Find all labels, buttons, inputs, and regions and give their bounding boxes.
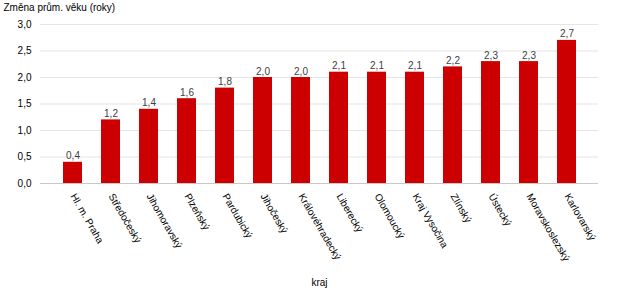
svg-text:Moravskoslezský: Moravskoslezský	[524, 192, 572, 263]
svg-text:Hl. m. Praha: Hl. m. Praha	[68, 192, 106, 246]
svg-text:1,6: 1,6	[180, 87, 194, 98]
svg-text:Pardubický: Pardubický	[220, 192, 254, 240]
svg-text:3,0: 3,0	[18, 19, 32, 30]
svg-text:Plzeňský: Plzeňský	[182, 192, 212, 232]
svg-text:1,0: 1,0	[18, 125, 32, 136]
svg-text:2,3: 2,3	[522, 50, 536, 61]
svg-text:Středočeský: Středočeský	[106, 192, 143, 245]
svg-text:1,5: 1,5	[18, 98, 32, 109]
svg-text:2,1: 2,1	[332, 60, 346, 71]
svg-text:2,7: 2,7	[560, 28, 574, 39]
svg-text:1,2: 1,2	[104, 108, 118, 119]
svg-text:Ústecký: Ústecký	[486, 191, 514, 228]
svg-text:1,4: 1,4	[142, 97, 156, 108]
svg-text:Změna prům. věku (roky): Změna prům. věku (roky)	[4, 2, 116, 13]
svg-text:Jihomoravský: Jihomoravský	[144, 192, 184, 250]
svg-text:2,1: 2,1	[408, 60, 422, 71]
svg-text:0,5: 0,5	[18, 151, 32, 162]
svg-text:Karlovarský: Karlovarský	[562, 192, 598, 243]
svg-text:Královéhradecký: Královéhradecký	[296, 192, 343, 262]
svg-text:1,8: 1,8	[218, 76, 232, 87]
svg-text:2,0: 2,0	[294, 66, 308, 77]
svg-text:Jihočeský: Jihočeský	[258, 192, 289, 236]
svg-text:2,0: 2,0	[256, 66, 270, 77]
svg-text:2,2: 2,2	[446, 55, 460, 66]
svg-text:2,5: 2,5	[18, 45, 32, 56]
svg-text:Liberecký: Liberecký	[334, 192, 365, 235]
svg-text:2,1: 2,1	[370, 60, 384, 71]
svg-text:Kraj Vysočina: Kraj Vysočina	[410, 192, 450, 251]
svg-text:Olomoucký: Olomoucký	[372, 192, 407, 241]
svg-text:Zlínský: Zlínský	[448, 192, 473, 225]
svg-text:kraj: kraj	[311, 277, 327, 288]
svg-text:0,0: 0,0	[18, 178, 32, 189]
svg-text:2,0: 2,0	[18, 72, 32, 83]
svg-text:2,3: 2,3	[484, 50, 498, 61]
svg-text:0,4: 0,4	[66, 150, 80, 161]
